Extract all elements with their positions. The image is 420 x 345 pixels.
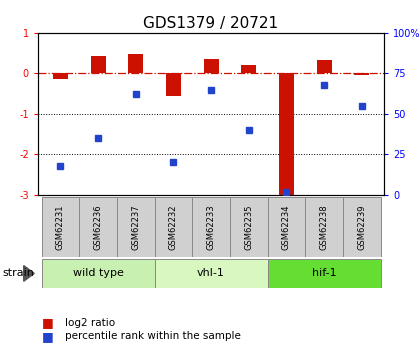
Bar <box>279 73 294 197</box>
Text: GSM62237: GSM62237 <box>131 204 140 250</box>
Text: GSM62235: GSM62235 <box>244 204 253 249</box>
Bar <box>317 60 331 73</box>
Text: log2 ratio: log2 ratio <box>65 318 115 327</box>
Bar <box>204 59 218 73</box>
Text: percentile rank within the sample: percentile rank within the sample <box>65 332 241 341</box>
Bar <box>268 197 305 257</box>
Text: GSM62238: GSM62238 <box>320 204 328 250</box>
Bar <box>268 259 381 288</box>
Bar <box>128 54 143 73</box>
Bar <box>79 197 117 257</box>
Text: wild type: wild type <box>73 268 123 278</box>
Text: GSM62236: GSM62236 <box>94 204 102 250</box>
Bar <box>117 197 155 257</box>
Bar <box>230 197 268 257</box>
Text: ■: ■ <box>42 330 54 343</box>
Text: GDS1379 / 20721: GDS1379 / 20721 <box>144 16 278 30</box>
Text: GSM62234: GSM62234 <box>282 204 291 249</box>
Polygon shape <box>24 266 34 281</box>
Bar <box>241 65 256 73</box>
Bar <box>42 259 155 288</box>
Text: GSM62233: GSM62233 <box>207 204 215 250</box>
Bar <box>53 73 68 79</box>
Bar <box>91 56 105 73</box>
Text: GSM62239: GSM62239 <box>357 204 366 249</box>
Bar <box>155 259 268 288</box>
Bar <box>192 197 230 257</box>
Bar <box>305 197 343 257</box>
Text: ■: ■ <box>42 316 54 329</box>
Bar <box>343 197 381 257</box>
Text: strain: strain <box>2 268 34 278</box>
Text: GSM62232: GSM62232 <box>169 204 178 249</box>
Bar <box>42 197 79 257</box>
Bar <box>155 197 192 257</box>
Bar <box>166 73 181 96</box>
Bar <box>354 73 369 75</box>
Text: vhl-1: vhl-1 <box>197 268 225 278</box>
Text: GSM62231: GSM62231 <box>56 204 65 249</box>
Text: hif-1: hif-1 <box>312 268 336 278</box>
